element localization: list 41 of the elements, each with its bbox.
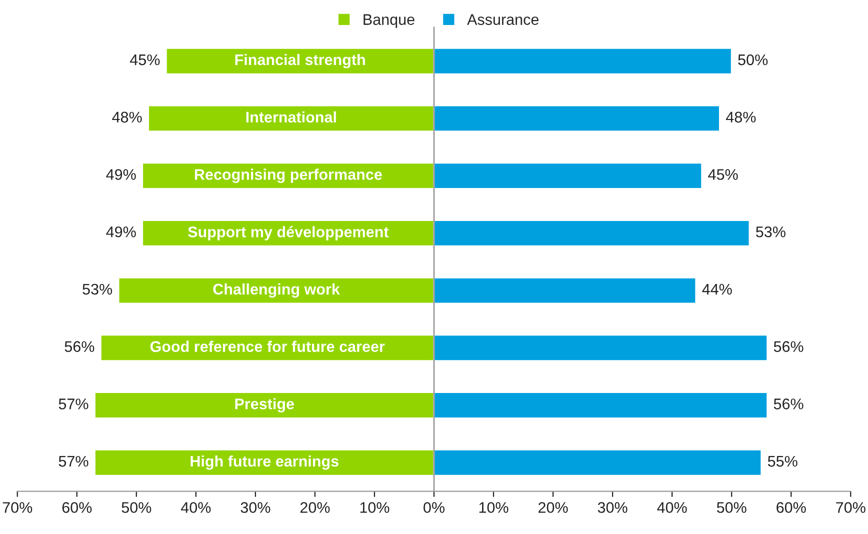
x-tick-label: 50% xyxy=(122,502,152,513)
data-label: 50% xyxy=(738,54,768,66)
data-label: 56% xyxy=(774,398,804,410)
x-tick-label: 20% xyxy=(538,502,568,513)
data-label: 49% xyxy=(106,169,136,180)
x-tick-label: 70% xyxy=(2,502,32,513)
y-tick-label: High future earnings xyxy=(190,455,338,470)
data-label: 53% xyxy=(82,284,112,295)
data-label: 49% xyxy=(106,226,136,238)
data-label: 44% xyxy=(702,284,732,295)
y-tick-label: Support my développement xyxy=(188,226,389,240)
x-tick-label: 70% xyxy=(836,502,866,513)
y-tick-label: Challenging work xyxy=(213,283,340,298)
x-tick-label: 60% xyxy=(62,502,92,513)
x-tick-label: 20% xyxy=(300,502,330,513)
data-label: 48% xyxy=(112,112,142,123)
x-tick-label: 60% xyxy=(776,502,806,513)
y-tick-label: Prestige xyxy=(235,398,294,412)
y-tick-label: International xyxy=(246,111,336,123)
data-label: 57% xyxy=(58,456,88,467)
x-tick-label: 10% xyxy=(479,502,508,513)
y-tick-label: Good reference for future career xyxy=(150,340,385,352)
y-tick-label: Recognising performance xyxy=(194,168,382,183)
x-tick-label: 50% xyxy=(716,502,746,513)
data-label: 48% xyxy=(726,112,756,123)
data-label: 57% xyxy=(58,398,88,410)
data-label: 45% xyxy=(130,54,160,66)
data-label: 53% xyxy=(756,226,786,238)
y-tick-label: Financial strength xyxy=(235,54,365,68)
x-tick-label: 30% xyxy=(598,502,628,513)
x-tick-label: 10% xyxy=(360,502,390,513)
x-tick-label: 40% xyxy=(657,502,687,513)
x-tick-label: 0% xyxy=(424,502,444,513)
x-tick-label: 30% xyxy=(240,502,270,513)
data-label: 55% xyxy=(768,456,798,467)
legend-label: Assurance xyxy=(467,14,539,25)
data-label: 56% xyxy=(64,341,94,352)
data-label: 56% xyxy=(774,341,804,352)
legend-label: Banque xyxy=(364,14,414,28)
data-label: 45% xyxy=(708,169,738,180)
x-tick-label: 40% xyxy=(180,502,211,513)
